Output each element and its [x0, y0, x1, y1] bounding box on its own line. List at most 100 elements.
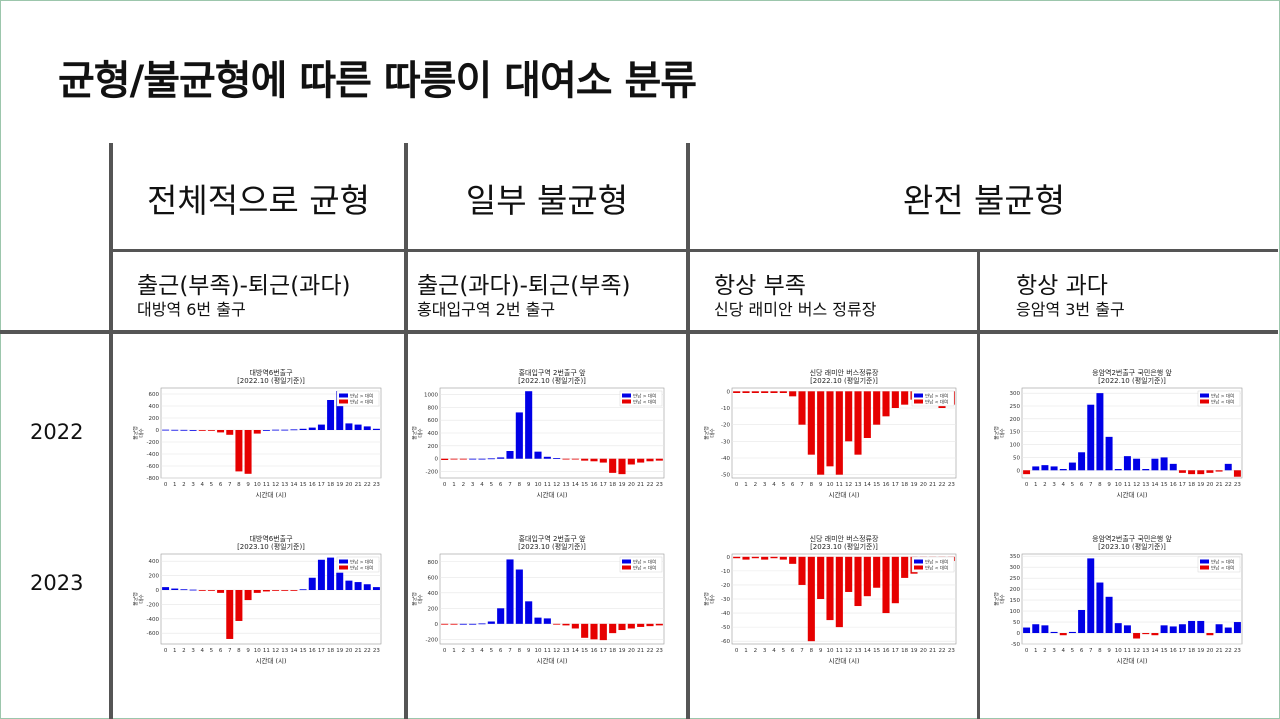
x-tick-label: 10 — [535, 482, 542, 488]
x-tick-label: 7 — [228, 648, 232, 654]
x-tick-label: 6 — [219, 482, 223, 488]
bar-hour-19 — [336, 572, 344, 590]
y-tick-label: 1000 — [424, 392, 438, 398]
chart-subtitle: [2023.10 (평일기준)] — [237, 542, 305, 551]
bar-hour-11 — [1123, 456, 1131, 471]
bar-hour-4 — [198, 590, 206, 591]
chart-subtitle: [2022.10 (평일기준)] — [1098, 376, 1166, 385]
y-tick-label: -10 — [721, 569, 730, 575]
bar-hour-1 — [742, 556, 750, 560]
y-tick-label: 0 — [156, 588, 160, 594]
bar-hour-2 — [1041, 625, 1049, 634]
x-tick-label: 13 — [1142, 648, 1149, 654]
x-tick-label: 5 — [782, 482, 786, 488]
x-tick-label: 4 — [201, 482, 205, 488]
x-tick-label: 7 — [800, 482, 804, 488]
bar-hour-5 — [1068, 631, 1076, 634]
x-axis-label: 시간대 (시) — [1116, 490, 1147, 499]
y-axis-label: 불균형 — [133, 426, 139, 440]
x-tick-label: 8 — [1098, 482, 1102, 488]
x-tick-label: 12 — [272, 648, 279, 654]
bar-hour-1 — [171, 429, 179, 431]
x-tick-label: 7 — [800, 648, 804, 654]
x-tick-label: 9 — [1107, 482, 1111, 488]
subheader-main-1: 출근(부족)-퇴근(과다) — [137, 273, 351, 299]
x-tick-label: 22 — [364, 648, 371, 654]
x-tick-label: 2 — [462, 648, 466, 654]
bar-hour-14 — [290, 429, 298, 431]
x-tick-label: 13 — [855, 482, 862, 488]
x-tick-label: 0 — [164, 648, 168, 654]
bar-hour-8 — [235, 430, 243, 472]
y-tick-label: 400 — [428, 431, 439, 437]
y-tick-label: 600 — [428, 418, 439, 424]
legend-label: 반납 > 대여 — [633, 559, 656, 566]
legend-label: 반납 > 대여 — [350, 559, 373, 566]
x-tick-label: 23 — [373, 648, 380, 654]
bar-hour-9 — [1105, 596, 1113, 634]
x-tick-label: 14 — [290, 482, 297, 488]
x-tick-label: 12 — [845, 648, 852, 654]
bar-hour-21 — [1215, 624, 1223, 634]
bar-hour-11 — [543, 456, 551, 459]
x-tick-label: 1 — [452, 482, 456, 488]
bar-hour-16 — [1169, 463, 1177, 471]
bar-hour-18 — [901, 556, 909, 578]
bar-hour-1 — [742, 391, 750, 393]
bar-hour-7 — [798, 391, 806, 425]
bar-hour-15 — [873, 391, 881, 425]
x-tick-label: 5 — [490, 482, 494, 488]
chart-subtitle: [2022.10 (평일기준)] — [810, 376, 878, 385]
x-tick-label: 21 — [1216, 648, 1223, 654]
x-tick-label: 8 — [810, 482, 814, 488]
x-tick-label: 21 — [929, 482, 936, 488]
bar-hour-5 — [779, 556, 787, 560]
grid-line-v2 — [404, 143, 408, 719]
legend-swatch-red — [622, 399, 631, 404]
bar-hour-23 — [372, 428, 380, 430]
bar-hour-0 — [733, 556, 741, 559]
bar-hour-22 — [646, 623, 654, 627]
x-tick-label: 6 — [791, 482, 795, 488]
x-tick-label: 6 — [499, 648, 503, 654]
bar-hour-9 — [1105, 436, 1113, 471]
x-tick-label: 9 — [246, 482, 250, 488]
x-tick-label: 22 — [939, 482, 946, 488]
legend-swatch-blue — [339, 393, 348, 398]
x-tick-label: 20 — [345, 482, 352, 488]
bar-hour-13 — [854, 556, 862, 607]
header-balanced: 전체적으로 균형 — [146, 181, 370, 220]
x-tick-label: 3 — [191, 648, 195, 654]
x-tick-label: 1 — [452, 648, 456, 654]
x-tick-label: 2 — [182, 482, 186, 488]
bar-hour-23 — [372, 587, 380, 590]
y-tick-label: 200 — [1010, 587, 1021, 593]
y-axis-label: 대수 — [999, 428, 1006, 438]
legend-swatch-blue — [1200, 393, 1209, 398]
x-tick-label: 22 — [647, 482, 654, 488]
bar-hour-10 — [534, 617, 542, 624]
x-tick-label: 10 — [827, 648, 834, 654]
legend-label: 반납 < 대여 — [1211, 399, 1234, 406]
x-tick-label: 18 — [901, 648, 908, 654]
bar-hour-18 — [609, 458, 617, 473]
x-tick-label: 16 — [309, 648, 316, 654]
y-tick-label: 0 — [1017, 631, 1021, 637]
x-tick-label: 14 — [290, 648, 297, 654]
x-tick-label: 10 — [1115, 648, 1122, 654]
x-axis-label: 시간대 (시) — [1116, 656, 1147, 665]
x-tick-label: 1 — [173, 482, 177, 488]
x-tick-label: 23 — [948, 482, 955, 488]
x-tick-label: 19 — [619, 482, 626, 488]
bar-hour-20 — [1206, 470, 1214, 473]
x-tick-label: 7 — [228, 482, 232, 488]
x-tick-label: 9 — [527, 482, 531, 488]
bar-hour-12 — [845, 556, 853, 592]
x-axis-label: 시간대 (시) — [255, 490, 286, 499]
x-tick-label: 21 — [355, 648, 362, 654]
subheader-location-4: 응암역 3번 출구 — [1016, 300, 1125, 319]
y-tick-label: -200 — [147, 602, 160, 608]
x-tick-label: 12 — [553, 482, 560, 488]
x-tick-label: 13 — [855, 648, 862, 654]
x-tick-label: 20 — [628, 648, 635, 654]
